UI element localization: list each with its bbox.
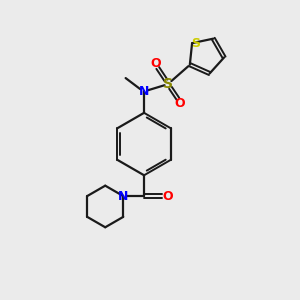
Text: O: O xyxy=(174,97,185,110)
Text: S: S xyxy=(191,37,200,50)
Text: O: O xyxy=(162,190,172,202)
Text: S: S xyxy=(164,77,173,91)
Text: N: N xyxy=(139,85,149,98)
Text: O: O xyxy=(151,57,161,70)
Text: N: N xyxy=(118,190,128,202)
